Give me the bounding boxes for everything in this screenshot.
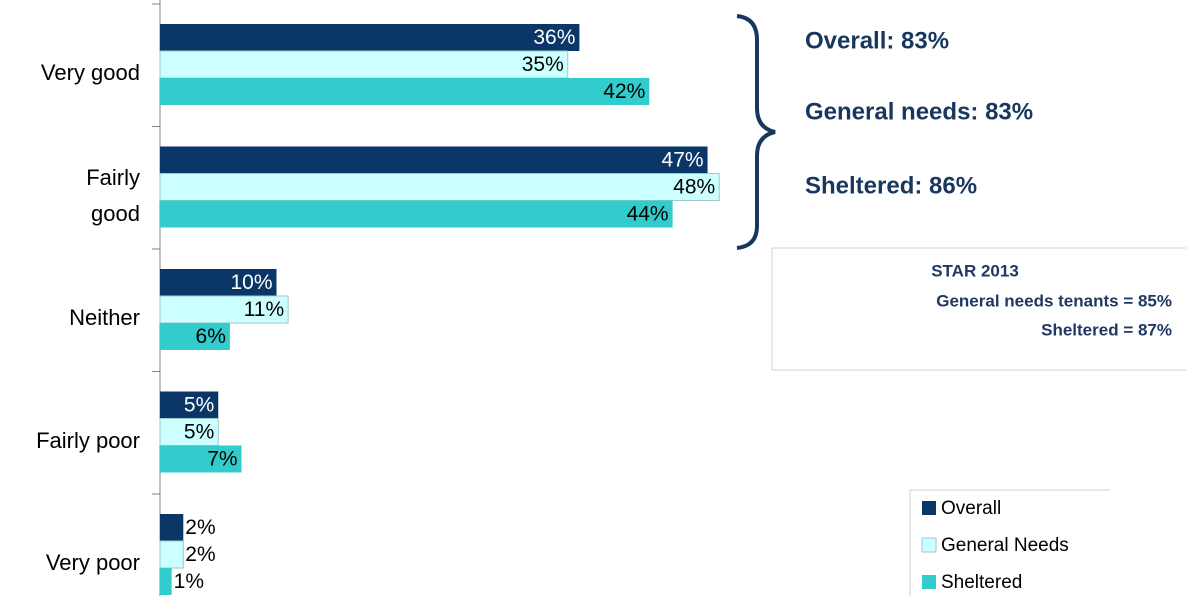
- y-tick-label: Neither: [69, 305, 140, 331]
- bar: [160, 24, 580, 51]
- star-line: Sheltered = 87%: [1041, 320, 1172, 339]
- legend-label: Overall: [941, 498, 1001, 519]
- value-label: 44%: [627, 203, 669, 226]
- bar: [160, 568, 172, 595]
- y-tick-label: Very good: [40, 60, 140, 86]
- bar: [160, 445, 242, 473]
- value-label: 7%: [207, 448, 237, 471]
- bar: [159, 173, 720, 201]
- bar: [160, 323, 230, 350]
- bar: [160, 514, 184, 541]
- y-tick-label: Very poor: [45, 550, 140, 576]
- legend-box: [909, 489, 1110, 596]
- legend-label: General Needs: [941, 535, 1069, 556]
- annotation: Overall: 83%: [805, 27, 949, 54]
- legend-swatch: [922, 575, 936, 589]
- value-label: 48%: [673, 176, 715, 199]
- value-label: 2%: [185, 543, 215, 566]
- value-label: 36%: [533, 26, 575, 49]
- star-line: General needs tenants = 85%: [936, 291, 1172, 310]
- star-box: [771, 247, 1186, 371]
- bar: [159, 540, 184, 569]
- bar: [159, 418, 219, 446]
- star-title: STAR 2013: [931, 261, 1019, 280]
- y-tick-label: Fairly poor: [36, 427, 140, 453]
- legend-label: Sheltered: [941, 572, 1022, 593]
- bar: [160, 269, 277, 296]
- bar: [159, 50, 569, 79]
- value-label: 42%: [603, 80, 645, 103]
- value-label: 5%: [184, 421, 214, 444]
- brace: [736, 14, 776, 250]
- bar: [160, 200, 673, 228]
- value-label: 5%: [184, 394, 214, 417]
- annotation: Sheltered: 86%: [805, 172, 977, 199]
- value-label: 47%: [662, 149, 704, 172]
- value-label: 1%: [174, 570, 204, 593]
- bar: [160, 391, 219, 419]
- bar: [159, 295, 289, 324]
- value-label: 10%: [230, 271, 272, 294]
- value-label: 6%: [196, 325, 226, 348]
- bar: [160, 146, 708, 174]
- y-tick-label: Fairly good: [86, 164, 140, 226]
- value-label: 11%: [244, 298, 284, 321]
- value-label: 35%: [522, 53, 564, 76]
- bar: [160, 78, 650, 105]
- value-label: 2%: [185, 516, 215, 539]
- legend-swatch: [921, 537, 937, 553]
- legend-swatch: [922, 501, 936, 515]
- annotation: General needs: 83%: [805, 98, 1033, 125]
